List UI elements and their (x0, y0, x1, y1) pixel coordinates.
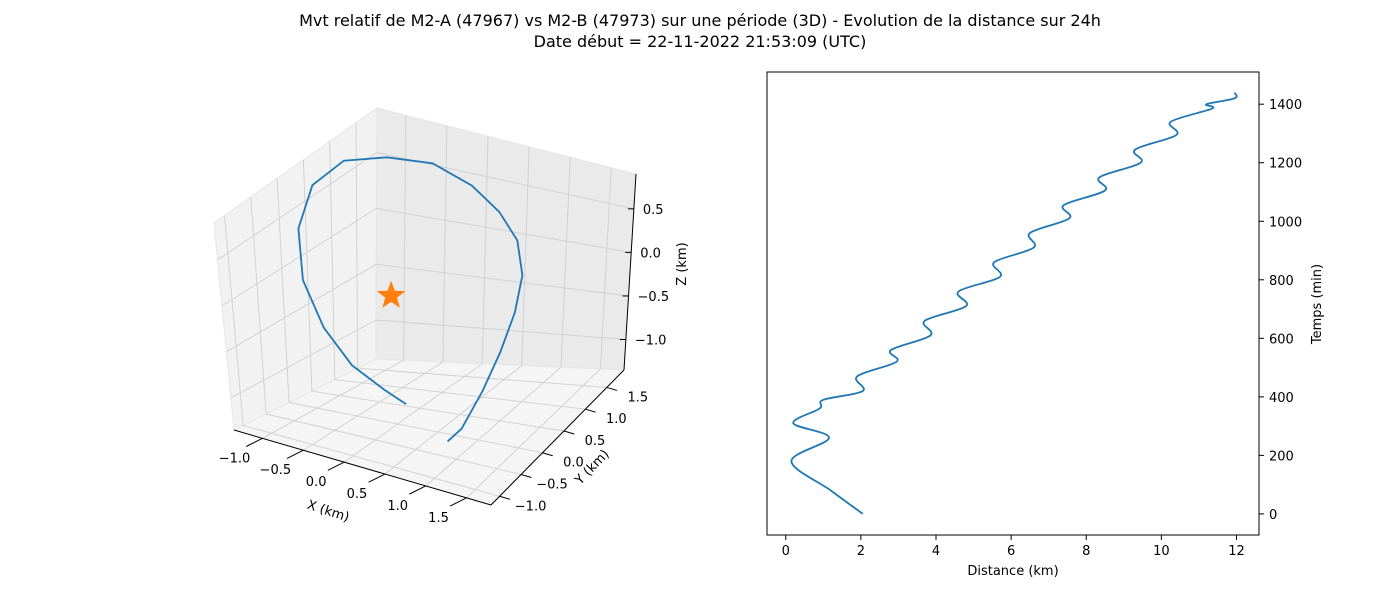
gridline (262, 359, 404, 439)
z-tick-label: −0.5 (638, 290, 670, 305)
y-tick-label: 1200 (1269, 157, 1302, 172)
x-tick (409, 485, 426, 495)
x-axis-label: X (km) (305, 498, 351, 526)
y-tick-label: 200 (1269, 449, 1294, 464)
x-tick-label: 0 (782, 544, 790, 559)
y-axis-line (490, 369, 625, 506)
gridline (303, 361, 444, 451)
gridline (560, 157, 571, 368)
x-tick (286, 449, 304, 459)
y-tick-label: 1000 (1269, 215, 1302, 230)
gridline (221, 208, 377, 307)
origin-star-marker (376, 280, 406, 308)
gridline (442, 125, 448, 363)
y-tick (499, 495, 511, 500)
gridline (384, 365, 522, 475)
y-tick (520, 474, 532, 478)
gridline (357, 367, 607, 388)
gridline (250, 196, 267, 415)
gridline (425, 366, 562, 487)
3d-gridlines (217, 115, 634, 499)
x-tick-label: 4 (932, 544, 940, 559)
x-tick (449, 497, 467, 507)
gridline (466, 368, 601, 499)
distance-time-plot: 0 2 4 6 8 10 12 0 200 400 600 800 1000 1200 1400 Dista… (766, 71, 1325, 579)
x-tick-label: 0.5 (347, 487, 368, 502)
gridline (288, 402, 543, 454)
y-tick-label: 1.5 (627, 390, 648, 405)
y-tick-label: −0.5 (536, 478, 568, 493)
z-axis-label: Z (km) (675, 242, 690, 285)
2d-ticks: 0 2 4 6 8 10 12 0 200 400 600 800 1000 1200 1400 (782, 98, 1302, 559)
gridline (376, 207, 632, 253)
gridline (343, 363, 483, 463)
gridline (376, 319, 626, 340)
gridline (265, 413, 522, 475)
z-axis-line (623, 173, 637, 371)
y-axis-label-time: Temps (min) (1310, 264, 1325, 345)
x-tick (368, 473, 386, 483)
x-axis-label-distance: Distance (km) (967, 564, 1058, 579)
x-tick-label: 8 (1082, 544, 1090, 559)
3d-trajectory-plot: −1.0−0.50.00.51.01.5−1.0−0.50.00.51.01.5… (213, 107, 690, 526)
gridline (230, 319, 377, 399)
trajectory-line (297, 156, 524, 443)
gridline (226, 263, 377, 353)
y-tick-label: 1400 (1269, 98, 1302, 113)
x-tick-label: −1.0 (219, 451, 251, 466)
y-tick-label: 600 (1269, 332, 1294, 347)
gridline (311, 390, 564, 432)
plot-frame (766, 71, 1260, 536)
figure-title-line2: Date début = 22-11-2022 21:53:09 (UTC) (534, 32, 867, 51)
gridline (481, 136, 489, 364)
x-tick-label: 0.0 (306, 475, 327, 490)
3d-tick-labels: −1.0−0.50.00.51.01.5−1.0−0.50.00.51.01.5… (219, 173, 670, 526)
y-tick-label: 400 (1269, 391, 1294, 406)
x-tick-label: 10 (1153, 544, 1170, 559)
gridline (243, 424, 500, 497)
z-tick-label: 0.0 (640, 246, 661, 261)
x-tick-label: 6 (1007, 544, 1015, 559)
x-tick-label: 1.5 (428, 511, 449, 526)
y-tick-label: 0 (1269, 508, 1277, 523)
figure-title-line1: Mvt relatif de M2-A (47967) vs M2-B (479… (299, 11, 1101, 30)
gridline (599, 167, 612, 370)
z-tick-label: 0.5 (643, 203, 664, 218)
distance-series-line (790, 92, 1238, 515)
y-tick-label: 0.0 (563, 456, 584, 471)
gridline (376, 263, 629, 297)
gridline (302, 159, 313, 392)
gridline (276, 178, 290, 403)
x-tick (246, 437, 263, 447)
x-tick-label: −0.5 (260, 463, 292, 478)
x-axis-line (233, 429, 492, 506)
gridline (355, 122, 359, 369)
gridline (521, 146, 530, 366)
y-tick-label: 1.0 (606, 412, 627, 427)
y-tick-label: −1.0 (515, 499, 547, 514)
gridline (217, 152, 378, 261)
y-tick-label: 0.5 (585, 434, 606, 449)
x-tick-label: 12 (1228, 544, 1245, 559)
y-tick (563, 430, 575, 435)
y-tick (542, 452, 553, 457)
x-tick (327, 461, 345, 471)
y-tick-label: 800 (1269, 274, 1294, 289)
y-tick (585, 408, 596, 413)
x-tick-label: 1.0 (387, 499, 408, 514)
gridline (224, 215, 244, 426)
y-tick (606, 386, 618, 391)
gridline (403, 115, 407, 361)
z-tick-label: −1.0 (635, 334, 667, 349)
3d-trajectory (297, 156, 524, 443)
pane-back (375, 107, 637, 371)
x-tick-label: 2 (857, 544, 865, 559)
distance-line (790, 92, 1238, 515)
